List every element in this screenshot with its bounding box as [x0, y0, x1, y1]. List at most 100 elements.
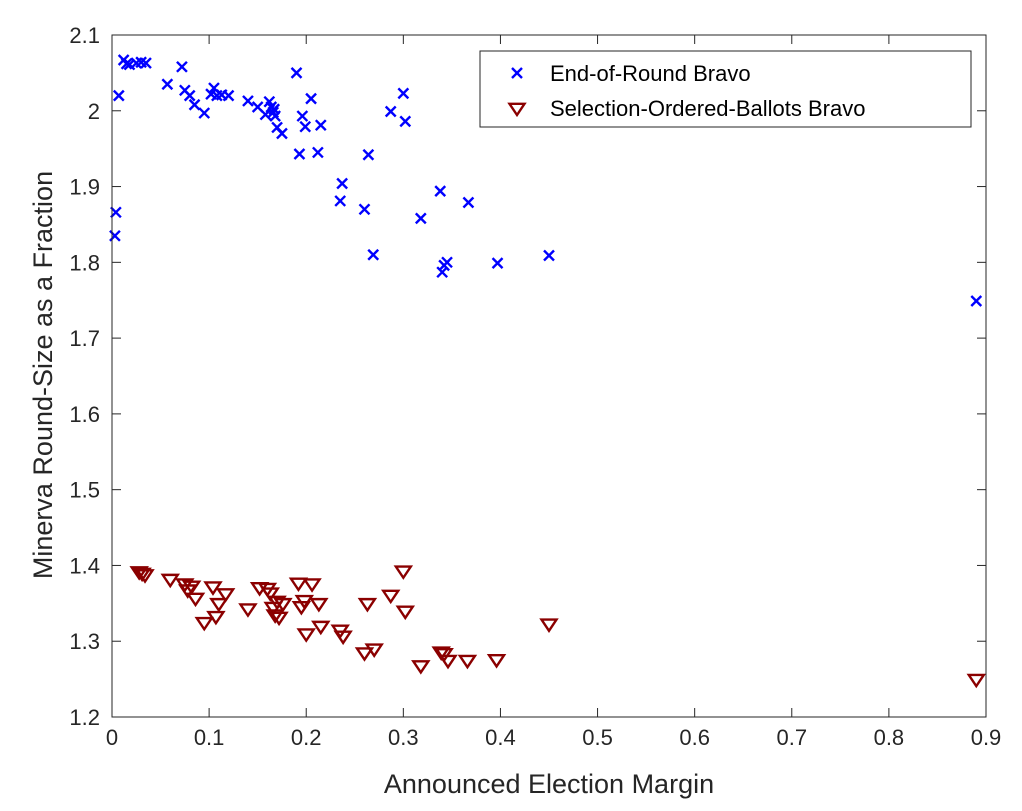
y-tick-label: 1.5: [69, 478, 100, 503]
data-point-selection-ordered-ballots-bravo: [354, 647, 375, 662]
data-point-selection-ordered-ballots-bravo: [215, 588, 236, 603]
x-tick-label: 0.9: [971, 725, 1002, 750]
data-point-end-of-round-bravo: [161, 78, 174, 91]
data-point-end-of-round-bravo: [112, 89, 125, 102]
data-point-selection-ordered-ballots-bravo: [539, 618, 559, 633]
data-point-end-of-round-bravo: [140, 57, 152, 69]
data-point-selection-ordered-ballots-bravo: [296, 628, 316, 643]
data-point-end-of-round-bravo: [290, 67, 303, 79]
data-point-selection-ordered-ballots-bravo: [273, 597, 293, 613]
data-point-selection-ordered-ballots-bravo: [434, 647, 454, 663]
legend-marker-end-of-round-bravo: [511, 67, 523, 79]
legend-marker-selection-ordered-ballots-bravo: [507, 102, 527, 118]
x-tick-label: 0.8: [874, 725, 905, 750]
data-point-selection-ordered-ballots-bravo: [238, 603, 258, 618]
data-point-selection-ordered-ballots-bravo: [129, 566, 149, 581]
y-tick-label: 2.1: [69, 23, 100, 48]
data-point-end-of-round-bravo: [362, 148, 375, 161]
data-point-end-of-round-bravo: [120, 57, 133, 70]
data-point-end-of-round-bravo: [367, 248, 380, 261]
data-point-selection-ordered-ballots-bravo: [486, 654, 507, 669]
y-tick-label: 1.9: [69, 175, 100, 200]
data-point-end-of-round-bravo: [314, 119, 327, 132]
y-tick-label: 2: [88, 99, 100, 124]
data-point-end-of-round-bravo: [222, 89, 235, 102]
data-point-selection-ordered-ballots-bravo: [194, 616, 215, 632]
data-point-end-of-round-bravo: [296, 110, 309, 122]
x-tick-label: 0.1: [194, 725, 225, 750]
data-point-selection-ordered-ballots-bravo: [302, 578, 322, 593]
data-point-end-of-round-bravo: [414, 212, 427, 225]
data-point-selection-ordered-ballots-bravo: [269, 611, 289, 627]
data-point-end-of-round-bravo: [188, 98, 201, 111]
x-tick-label: 0.6: [679, 725, 710, 750]
data-point-end-of-round-bravo: [242, 95, 254, 107]
data-point-selection-ordered-ballots-bravo: [203, 581, 223, 596]
data-point-selection-ordered-ballots-bravo: [438, 654, 458, 670]
legend: End-of-Round Bravo Selection-Ordered-Bal…: [479, 50, 972, 128]
data-point-end-of-round-bravo: [276, 127, 288, 140]
legend-triangle-marker: [507, 102, 527, 118]
y-axis-title: Minerva Round-Size as a Fraction: [28, 171, 58, 579]
axes: 0 0.1 0.2 0.3 0.4 0.5 0.6 0.7 0.8 0.9 1.2 1.3 1.4 1.5…: [69, 23, 1001, 750]
data-point-selection-ordered-ballots-bravo: [457, 654, 478, 670]
data-point-end-of-round-bravo: [305, 92, 317, 105]
data-point-selection-ordered-ballots-bravo: [431, 646, 451, 661]
data-point-selection-ordered-ballots-bravo: [380, 589, 401, 605]
data-point-end-of-round-bravo: [543, 249, 555, 262]
data-point-end-of-round-bravo: [436, 266, 449, 279]
x-tick-label: 0.7: [776, 725, 807, 750]
y-tick-label: 1.3: [69, 629, 100, 654]
data-point-end-of-round-bravo: [334, 195, 347, 207]
data-point-selection-ordered-ballots-bravo: [265, 609, 285, 624]
data-point-selection-ordered-ballots-bravo: [260, 587, 281, 602]
data-point-selection-ordered-ballots-bravo: [288, 577, 309, 593]
data-point-selection-ordered-ballots-bravo: [393, 565, 414, 580]
x-axis-title: Announced Election Margin: [384, 769, 714, 799]
data-point-end-of-round-bravo: [299, 120, 312, 133]
y-tick-label: 1.7: [69, 326, 100, 351]
y-tick-label: 1.4: [69, 553, 100, 578]
x-tick-label: 0: [106, 725, 118, 750]
data-point-end-of-round-bravo: [441, 256, 453, 269]
data-point-selection-ordered-ballots-bravo: [364, 643, 384, 658]
data-point-selection-ordered-ballots-bravo: [294, 594, 315, 610]
plot-area: [109, 54, 987, 689]
y-tick-label: 1.8: [69, 250, 100, 275]
data-point-end-of-round-bravo: [358, 203, 371, 216]
data-point-end-of-round-bravo: [336, 177, 349, 190]
legend-label-end-of-round-bravo: End-of-Round Bravo: [550, 61, 751, 86]
data-point-selection-ordered-ballots-bravo: [181, 580, 202, 596]
data-point-selection-ordered-ballots-bravo: [209, 597, 229, 613]
data-point-end-of-round-bravo: [183, 89, 196, 102]
data-point-selection-ordered-ballots-bravo: [206, 610, 226, 626]
legend-x-marker: [511, 67, 523, 79]
x-tick-label: 0.2: [291, 725, 322, 750]
data-point-selection-ordered-ballots-bravo: [966, 673, 987, 689]
data-point-end-of-round-bravo: [198, 107, 211, 119]
data-point-end-of-round-bravo: [293, 148, 306, 160]
data-point-end-of-round-bravo: [491, 257, 504, 269]
data-point-end-of-round-bravo: [970, 295, 983, 307]
data-point-selection-ordered-ballots-bravo: [311, 620, 331, 636]
data-point-selection-ordered-ballots-bravo: [135, 569, 155, 584]
data-point-end-of-round-bravo: [176, 60, 188, 73]
data-point-end-of-round-bravo: [259, 108, 272, 121]
y-tick-label: 1.2: [69, 705, 100, 730]
data-point-end-of-round-bravo: [384, 105, 397, 118]
data-point-end-of-round-bravo: [269, 110, 281, 122]
y-tick-label: 1.6: [69, 402, 100, 427]
legend-label-selection-ordered-ballots-bravo: Selection-Ordered-Ballots Bravo: [550, 96, 865, 121]
x-tick-label: 0.5: [582, 725, 613, 750]
data-point-end-of-round-bravo: [434, 185, 447, 197]
data-point-selection-ordered-ballots-bravo: [309, 597, 329, 613]
data-point-end-of-round-bravo: [399, 115, 412, 128]
x-tick-label: 0.3: [388, 725, 419, 750]
data-point-selection-ordered-ballots-bravo: [132, 567, 152, 583]
axes-box: [111, 34, 987, 718]
data-point-end-of-round-bravo: [312, 146, 324, 159]
data-point-end-of-round-bravo: [462, 196, 475, 209]
data-point-selection-ordered-ballots-bravo: [395, 605, 416, 621]
